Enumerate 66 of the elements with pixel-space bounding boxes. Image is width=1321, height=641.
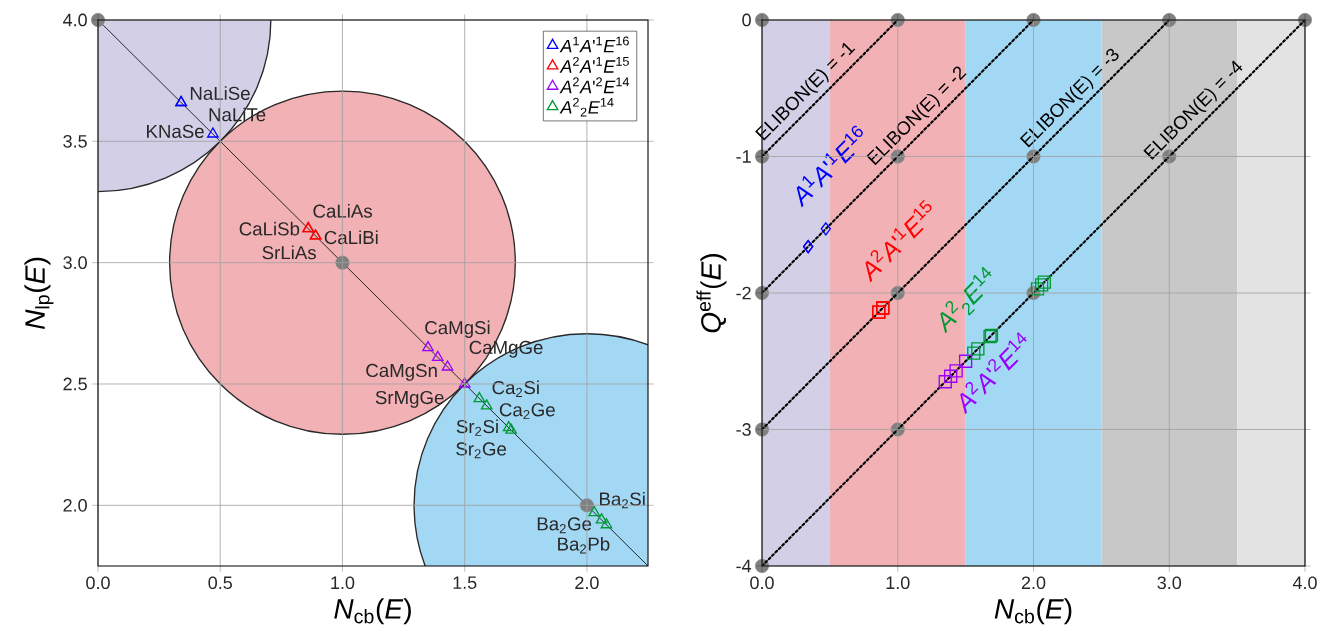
x-tick-label: 2.0 <box>575 576 599 590</box>
point <box>422 340 434 352</box>
annotation: Sr$_{2}$Si <box>456 419 498 436</box>
x-tick-label: 0.0 <box>86 576 110 590</box>
x-tick-label: 1.0 <box>331 576 355 590</box>
annotation: Ca$_{2}$Si <box>492 380 539 397</box>
y-tick-label: -4 <box>736 559 752 573</box>
y-tick-label: 4.0 <box>63 13 87 27</box>
y-tick-label: 0 <box>742 13 751 27</box>
point <box>458 377 471 388</box>
x-tick-label: 1.5 <box>453 576 477 589</box>
point <box>971 342 985 356</box>
text: A$^{2}$$_{2}$E$^{14}$ <box>940 266 992 334</box>
x-tick-label: 3.0 <box>1157 576 1182 590</box>
point <box>595 513 608 524</box>
y-tick-label: 2.0 <box>63 498 87 512</box>
y-axis-title: Q$^{eff}$(E) <box>696 253 727 333</box>
text: A$^{1}$A'$^{1}$E$^{16}$ <box>796 125 863 208</box>
point <box>441 360 454 371</box>
point <box>207 127 219 138</box>
annotation: SrMgGe <box>375 390 444 408</box>
point <box>473 391 486 403</box>
annotation: Ba$_{2}$Pb <box>558 537 610 554</box>
point <box>958 354 973 368</box>
legend-label: A$^{2}$$_{2}$E$^{14}$ <box>559 97 614 117</box>
x-tick-label: 4.0 <box>1292 576 1317 590</box>
annotation: SrLiAs <box>262 245 316 260</box>
annotation: CaLiBi <box>324 230 378 245</box>
y-tick-label: -1 <box>736 150 751 163</box>
y-tick-label: 3.0 <box>63 256 87 270</box>
point <box>588 505 601 517</box>
point <box>1030 282 1045 296</box>
annotation: CaMgSn <box>366 363 437 381</box>
annotation: KNaSe <box>147 124 204 138</box>
legend-label: A$^{2}$A'$^{2}$E$^{14}$ <box>559 77 630 94</box>
legend-label: A$^{2}$A'$^{1}$E$^{15}$ <box>559 56 629 73</box>
x-tick-label: 0.0 <box>750 576 774 590</box>
x-axis-title: N$_{cb}$(E) <box>334 598 411 625</box>
y-axis-title: N$_{lp}$(E) <box>24 257 54 329</box>
y-tick-label: 3.5 <box>63 134 87 148</box>
legend-label: A$^{1}$A'$^{1}$E$^{16}$ <box>559 36 629 53</box>
annotation: CaLiAs <box>313 204 372 218</box>
x-tick-label: 0.5 <box>208 576 232 590</box>
x-tick-label: 2.0 <box>1021 576 1046 590</box>
point <box>820 222 831 236</box>
point <box>480 399 493 410</box>
point <box>944 369 958 383</box>
x-axis-title: N$_{cb}$(E) <box>994 598 1072 625</box>
y-tick-label: -3 <box>736 423 751 436</box>
annotation: CaMgSi <box>425 320 490 338</box>
annotation: Ba$_{2}$Si <box>600 491 645 509</box>
text: A$^{2}$A'$^{2}$E$^{14}$ <box>960 332 1027 415</box>
text: A$^{2}$A'$^{1}$E$^{15}$ <box>865 199 932 283</box>
annotation: Ca$_{2}$Ge <box>499 403 555 420</box>
point <box>949 364 963 378</box>
annotation: CaLiSb <box>239 221 300 236</box>
point <box>967 346 981 360</box>
point <box>431 350 444 361</box>
y-tick-label: 2.5 <box>63 377 87 391</box>
y-tick-label: -2 <box>736 286 751 300</box>
annotation: NaLiSe <box>190 86 250 101</box>
annotation: Sr$_{2}$Ge <box>456 442 507 459</box>
annotation: Ba$_{2}$Ge <box>537 517 592 534</box>
x-tick-label: 1.0 <box>886 576 910 590</box>
point <box>938 375 952 389</box>
point <box>600 518 613 529</box>
